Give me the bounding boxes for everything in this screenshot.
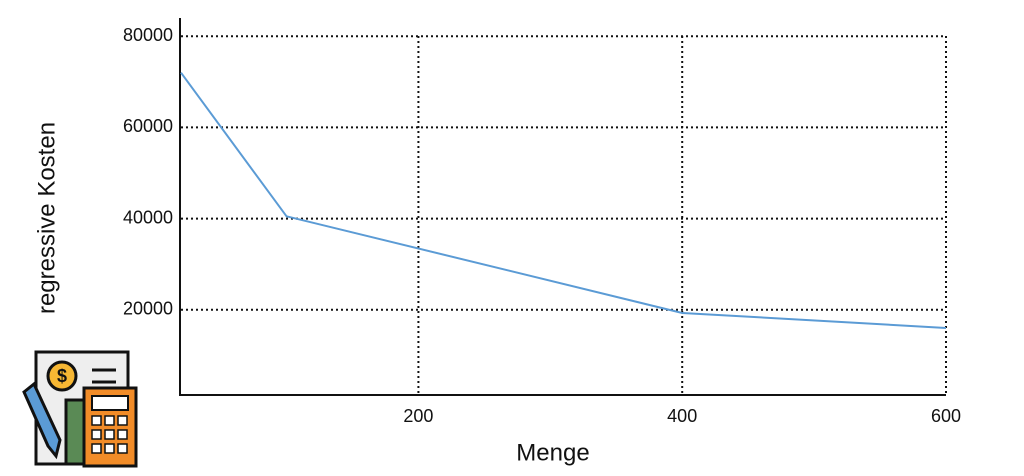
y-tick-label: 20000 [123,299,173,319]
y-axis-title: regressive Kosten [33,122,60,314]
svg-text:$: $ [57,366,67,386]
x-axis-title: Menge [516,439,589,466]
y-tick-label: 80000 [123,25,173,45]
y-tick-label: 40000 [123,207,173,227]
y-tick-label: 60000 [123,116,173,136]
x-tick-label: 600 [931,406,961,426]
calculator-icon: $ [22,350,138,468]
line [180,72,947,329]
x-tick-label: 200 [403,406,433,426]
x-tick-label: 400 [667,406,697,426]
